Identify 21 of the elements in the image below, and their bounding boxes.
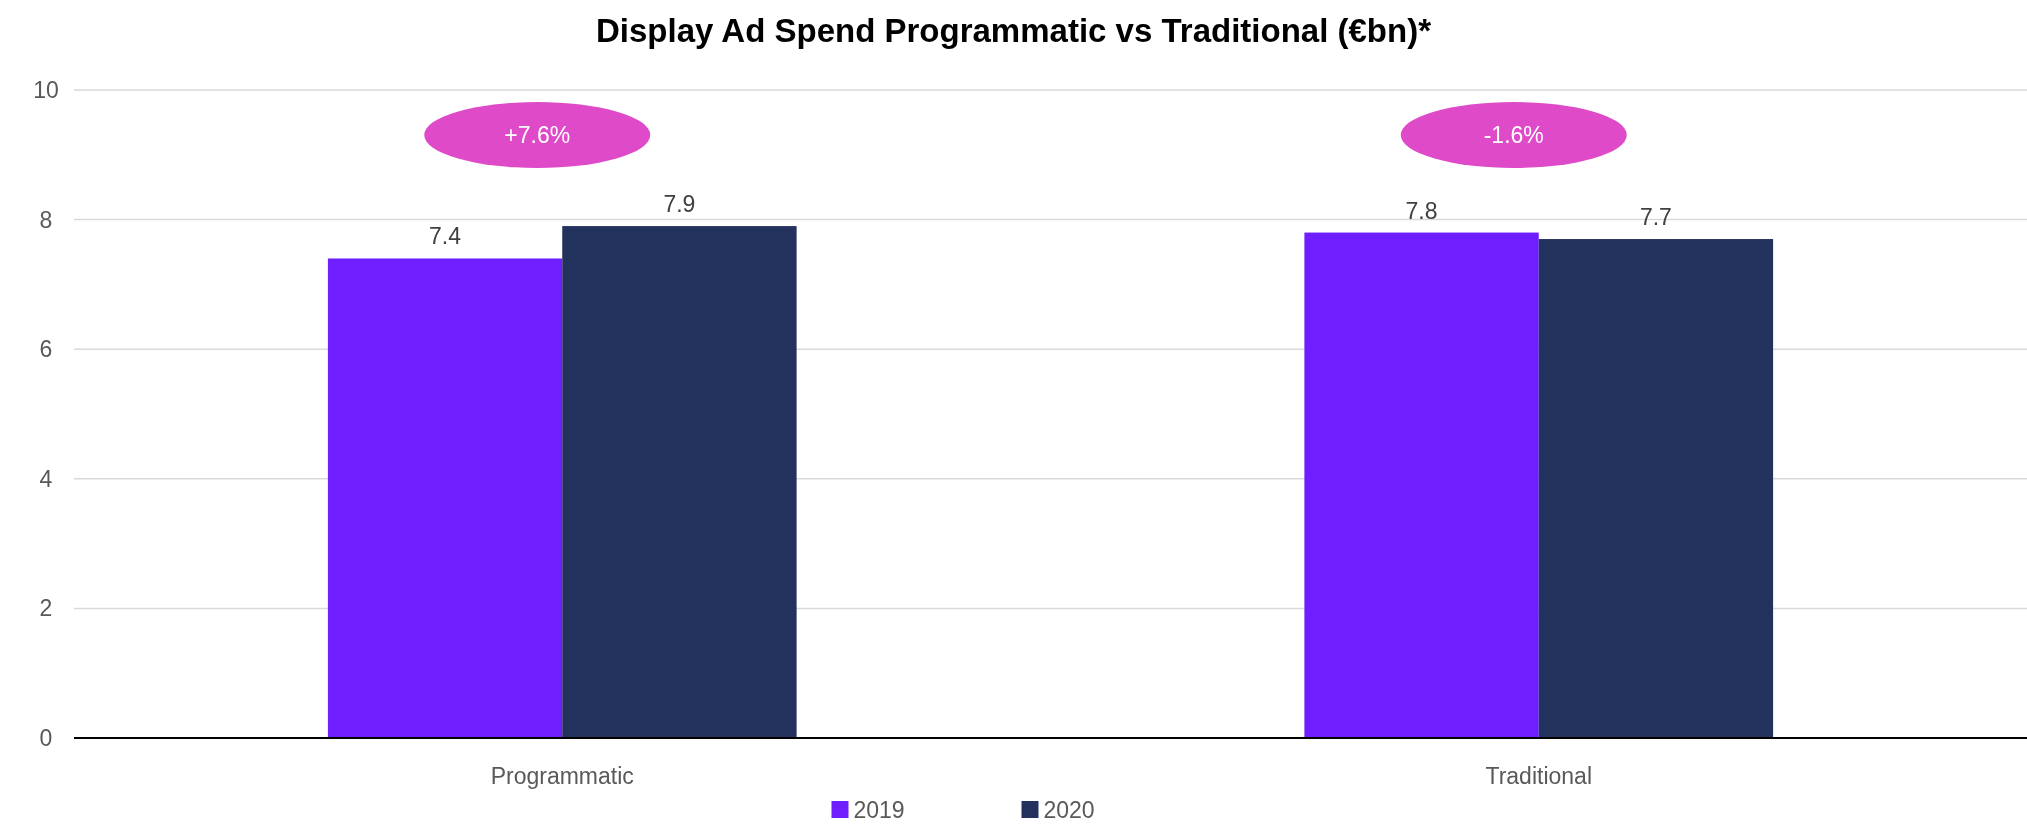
legend-label: 2020 xyxy=(1043,797,1095,823)
bar xyxy=(562,226,797,738)
y-tick-label: 8 xyxy=(39,206,53,233)
y-tick-label: 0 xyxy=(39,725,53,752)
x-tick-label: Programmatic xyxy=(490,763,634,789)
annotation: +7.6% xyxy=(504,122,571,149)
y-tick-label: 2 xyxy=(39,595,53,622)
data-label: 7.7 xyxy=(1639,204,1672,231)
bar xyxy=(1538,239,1774,738)
chart-title: Display Ad Spend Programmatic vs Traditional (€bn)* xyxy=(596,12,1432,49)
y-tick-label: 4 xyxy=(39,465,53,492)
data-label: 7.8 xyxy=(1405,197,1438,224)
bar xyxy=(327,258,563,738)
x-tick-label: Traditional xyxy=(1485,763,1593,789)
legend-label: 2019 xyxy=(853,797,905,823)
bar xyxy=(1304,232,1539,738)
y-tick-label: 10 xyxy=(33,77,59,104)
data-label: 7.4 xyxy=(429,223,462,250)
annotation: -1.6% xyxy=(1483,122,1544,149)
data-label: 7.9 xyxy=(663,191,696,218)
y-tick-label: 6 xyxy=(39,336,53,363)
